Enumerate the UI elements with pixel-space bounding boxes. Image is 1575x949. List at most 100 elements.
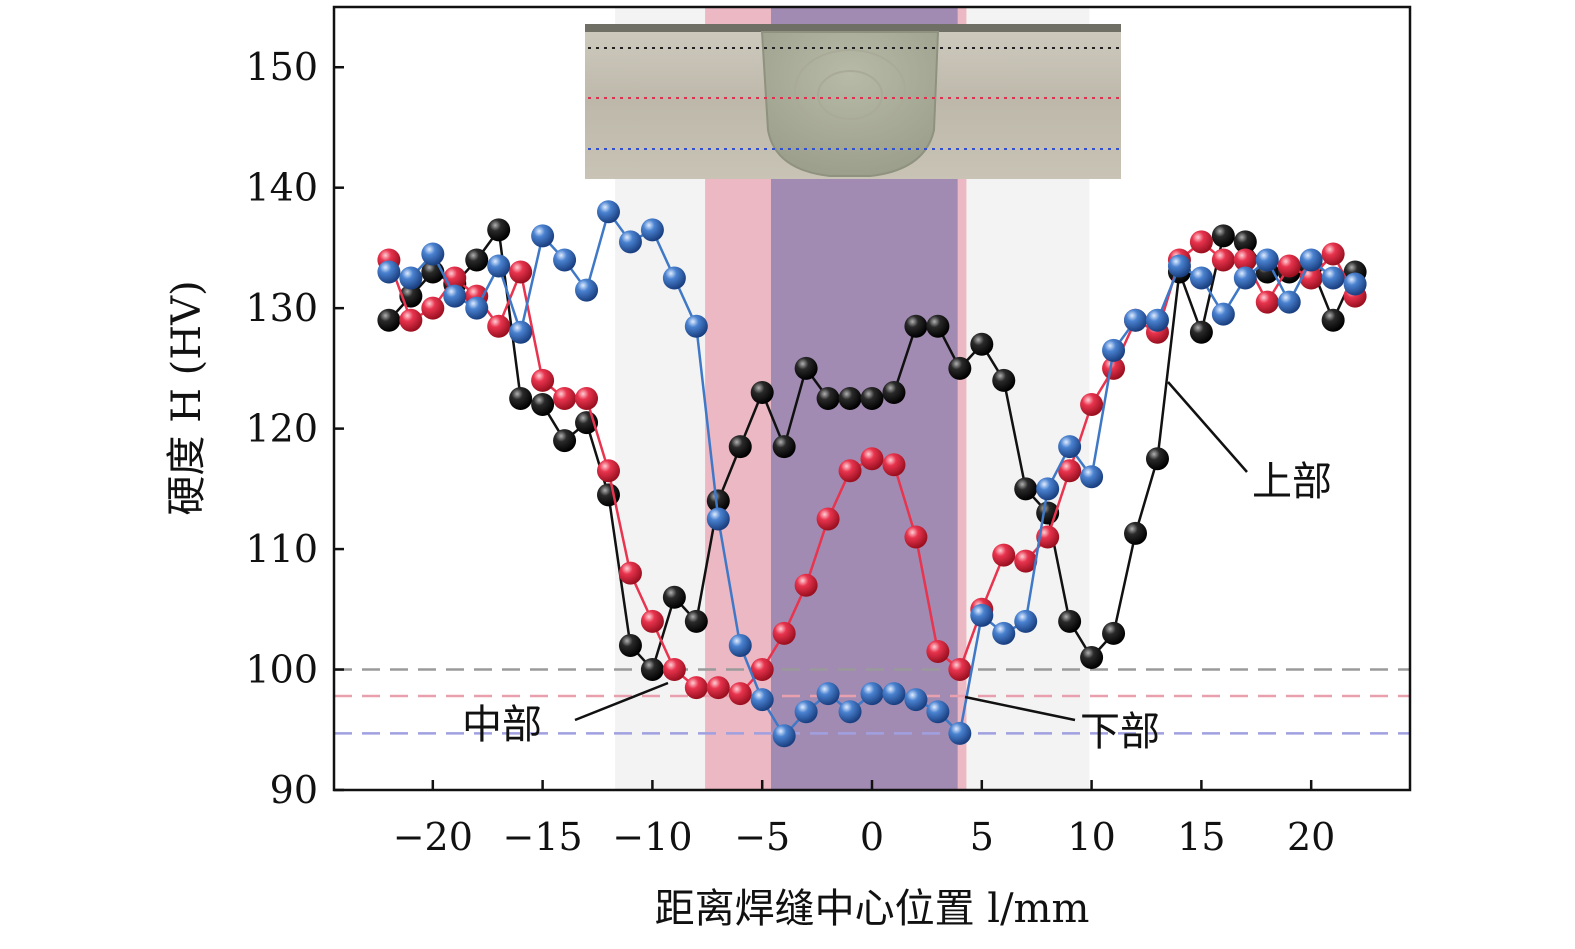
data-point-s2-2: [421, 242, 445, 266]
weld-cross-section-inset: [585, 24, 1121, 179]
data-point-s1-6: [509, 260, 533, 284]
data-point-s0-14: [684, 609, 708, 633]
data-point-s0-16: [728, 435, 752, 459]
data-point-s2-15: [706, 507, 730, 531]
y-tick-label-6: 150: [245, 45, 318, 89]
data-point-s1-5: [487, 314, 511, 338]
data-point-s0-8: [553, 429, 577, 453]
data-point-s2-38: [1211, 302, 1235, 326]
y-tick-label-1: 100: [245, 648, 318, 692]
data-point-s1-17: [750, 658, 774, 682]
data-point-s0-15: [706, 489, 730, 513]
data-point-s2-24: [904, 688, 928, 712]
data-point-s0-38: [1211, 224, 1235, 248]
x-tick-label-3: −5: [734, 815, 790, 859]
data-point-s0-34: [1124, 521, 1148, 545]
data-point-s2-31: [1058, 435, 1082, 459]
data-point-s0-32: [1080, 645, 1104, 669]
data-point-s2-6: [509, 320, 533, 344]
data-point-s2-27: [970, 603, 994, 627]
data-point-s1-20: [816, 507, 840, 531]
data-point-s0-12: [640, 658, 664, 682]
data-point-s0-17: [750, 380, 774, 404]
data-point-s2-44: [1343, 272, 1367, 296]
data-point-s1-18: [772, 621, 796, 645]
data-point-s0-37: [1189, 320, 1213, 344]
data-point-s0-43: [1321, 308, 1345, 332]
data-point-s2-39: [1233, 266, 1257, 290]
data-point-s2-8: [553, 248, 577, 272]
data-point-s0-25: [926, 314, 950, 338]
data-point-s1-7: [531, 368, 555, 392]
x-tick-label-8: 20: [1287, 815, 1335, 859]
data-point-s1-2: [421, 296, 445, 320]
data-point-s1-31: [1058, 459, 1082, 483]
data-point-s0-13: [662, 585, 686, 609]
data-point-s0-11: [618, 633, 642, 657]
data-point-s1-1: [399, 308, 423, 332]
data-point-s2-22: [860, 682, 884, 706]
data-point-s1-8: [553, 387, 577, 410]
data-point-s2-36: [1167, 254, 1191, 278]
data-point-s0-26: [948, 356, 972, 380]
data-point-s0-33: [1102, 621, 1126, 645]
data-point-s1-25: [926, 639, 950, 663]
annotation-middle-label: 中部: [462, 702, 542, 748]
annotation-middle: 中部: [462, 681, 669, 748]
data-point-s2-14: [684, 314, 708, 338]
data-point-s0-31: [1058, 609, 1082, 633]
data-point-s2-33: [1102, 338, 1126, 362]
data-point-s1-21: [838, 459, 862, 483]
data-point-s0-22: [860, 387, 884, 410]
data-point-s2-21: [838, 700, 862, 724]
data-point-s2-5: [487, 254, 511, 278]
data-point-s0-24: [904, 314, 928, 338]
x-tick-label-0: −20: [393, 815, 473, 859]
data-point-s1-10: [596, 459, 620, 483]
data-point-s0-20: [816, 387, 840, 410]
data-point-s2-10: [596, 200, 620, 224]
data-point-s2-7: [531, 224, 555, 248]
y-axis-title: 硬度 H (HV): [164, 280, 210, 515]
data-point-s1-41: [1277, 254, 1301, 278]
y-axis: 90 100 110 120 130 140 150: [245, 45, 344, 812]
data-point-s1-40: [1255, 290, 1279, 314]
x-tick-label-4: 0: [860, 815, 884, 859]
data-point-s2-19: [794, 700, 818, 724]
annotation-upper: 上部: [1167, 381, 1332, 505]
data-point-s0-6: [509, 387, 533, 410]
data-point-s1-22: [860, 447, 884, 471]
data-point-s2-34: [1124, 308, 1148, 332]
y-tick-label-2: 110: [245, 527, 318, 571]
data-point-s0-18: [772, 435, 796, 459]
data-point-s1-30: [1036, 525, 1060, 549]
data-point-s2-29: [1014, 609, 1038, 633]
annotation-upper-label: 上部: [1252, 459, 1332, 505]
data-point-s0-5: [487, 218, 511, 242]
data-point-s1-19: [794, 573, 818, 597]
data-point-s2-12: [640, 218, 664, 242]
data-point-s1-23: [882, 453, 906, 477]
data-point-s2-37: [1189, 266, 1213, 290]
data-point-s2-18: [772, 724, 796, 748]
data-point-s2-4: [465, 296, 489, 320]
data-point-s2-3: [443, 284, 467, 308]
data-point-s1-37: [1189, 230, 1213, 254]
data-point-s2-1: [399, 266, 423, 290]
data-point-s1-29: [1014, 549, 1038, 573]
data-point-s0-0: [377, 308, 401, 332]
data-point-s0-23: [882, 380, 906, 404]
data-point-s2-0: [377, 260, 401, 284]
data-point-s2-25: [926, 700, 950, 724]
data-point-s2-26: [948, 721, 972, 745]
data-point-s2-35: [1145, 308, 1169, 332]
data-point-s1-14: [684, 676, 708, 700]
data-point-s0-4: [465, 248, 489, 272]
data-point-s0-35: [1145, 447, 1169, 471]
data-point-s0-28: [992, 368, 1016, 392]
y-tick-label-0: 90: [270, 768, 318, 812]
data-point-s1-15: [706, 676, 730, 700]
annotation-lower-label: 下部: [1080, 709, 1160, 755]
x-tick-label-2: −10: [612, 815, 692, 859]
